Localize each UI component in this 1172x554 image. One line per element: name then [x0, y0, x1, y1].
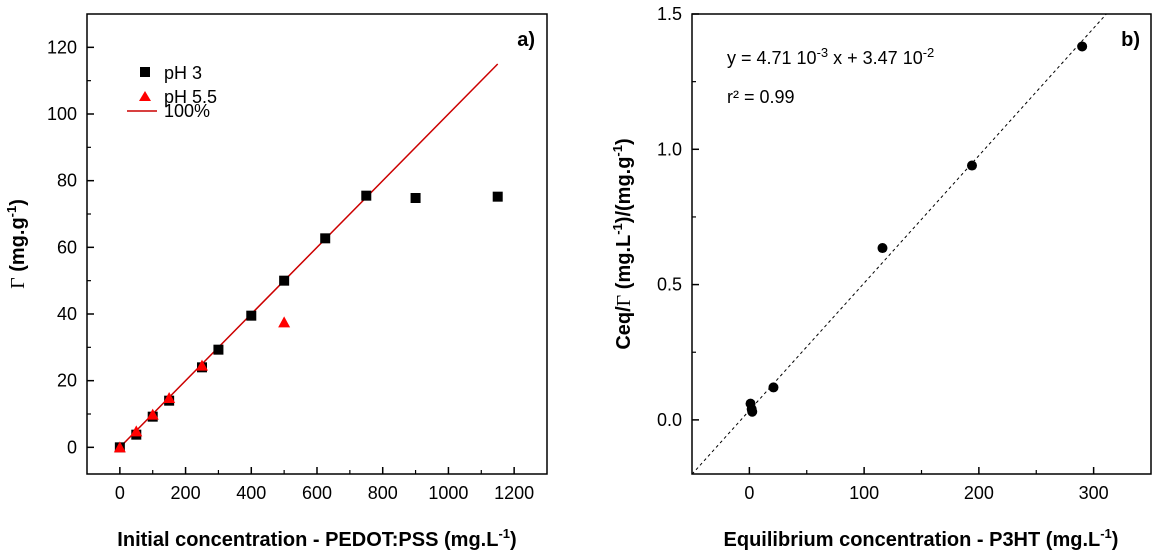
chart-a-point-ph55 [196, 359, 208, 371]
chart-a-point-ph3 [213, 344, 224, 355]
chart-a-point-ph3 [410, 193, 421, 203]
chart-b-x-tick-label: 200 [964, 483, 994, 503]
chart-a-x-axis-title: Initial concentration - PEDOT:PSS (mg.L-… [117, 526, 516, 551]
chart-b-x-tick-label: 100 [849, 483, 879, 503]
chart-a-point-ph55 [130, 425, 143, 437]
chart-b-plot-area [692, 14, 1108, 474]
chart-a-point-ph3 [492, 191, 503, 202]
chart-a-point-ph55 [146, 408, 159, 420]
chart-b-point-data [966, 160, 977, 171]
chart-b-point-data [1077, 41, 1088, 52]
legend-marker-ph3 [140, 67, 150, 77]
chart-a-point-ph55 [278, 316, 291, 328]
chart-b-y-tick-label: 0.5 [657, 275, 682, 295]
legend-label-ph55: pH 5.5 [164, 87, 217, 107]
chart-a-point-ph3 [361, 190, 372, 201]
chart-b-point-data [747, 406, 758, 417]
chart-b-x-tick-label: 0 [744, 483, 754, 503]
chart-a-legend: pH 3 pH 5.5 100% [127, 63, 217, 121]
chart-b-marks [692, 14, 1108, 474]
chart-a-y-tick-label: 80 [57, 171, 77, 191]
legend-marker-ph55 [139, 91, 151, 101]
chart-b-y-tick-label: 1.5 [657, 4, 682, 24]
chart-a-y-tick-label: 0 [67, 437, 77, 457]
chart-b-y-tick-label: 1.0 [657, 139, 682, 159]
chart-a-y-tick-label: 60 [57, 237, 77, 257]
chart-a-x-tick-label: 600 [302, 483, 332, 503]
chart-b: 0 100 200 300 0.0 0.5 1.0 1.5 b) y = 4.71 10-3 … [610, 4, 1152, 551]
chart-b-x-axis-title: Equilibrium concentration - P3HT (mg.L-1… [724, 526, 1119, 551]
chart-a-y-axis-title: Γ (mg.g-1) [4, 199, 29, 289]
chart-a-point-ph55 [163, 392, 176, 403]
chart-a-marks [113, 63, 503, 453]
chart-a-point-ph55 [113, 441, 126, 453]
chart-b-point-data [877, 243, 888, 254]
chart-b-y-tick-label: 0.0 [657, 410, 682, 430]
chart-b-fit-equation: y = 4.71 10-3 x + 3.47 10-2 [727, 45, 934, 68]
chart-a-x-tick-label: 200 [171, 483, 201, 503]
chart-b-y-axis-title: Ceq/Γ (mg.L-1)/(mg.g-1) [610, 138, 635, 349]
chart-a-x-tick-label: 0 [115, 483, 125, 503]
chart-b-r2: r² = 0.99 [727, 87, 795, 107]
chart-a-point-ph3 [320, 233, 331, 244]
chart-a-x-tick-label: 800 [368, 483, 398, 503]
chart-a-y-tick-label: 100 [47, 104, 77, 124]
legend-label-100pct: 100% [164, 101, 210, 121]
chart-a-x-tick-label: 1200 [494, 483, 534, 503]
chart-a-x-tick-label: 1000 [428, 483, 468, 503]
chart-b-panel-label: b) [1121, 29, 1140, 51]
chart-a-ticks: 0 200 400 600 800 1000 1200 0 20 40 60 80 100 120 [47, 37, 534, 503]
chart-b-fit-line [692, 14, 1108, 474]
chart-b-point-data [768, 382, 779, 393]
chart-b-plot-frame [691, 13, 1152, 475]
chart-a-y-tick-label: 20 [57, 371, 77, 391]
legend-label-ph3: pH 3 [164, 63, 202, 83]
chart-a-line-100pct [119, 63, 499, 448]
chart-b-x-tick-label: 300 [1079, 483, 1109, 503]
chart-a-y-tick-label: 120 [47, 37, 77, 57]
chart-a-y-tick-label: 40 [57, 304, 77, 324]
chart-a-plot-area [113, 63, 503, 453]
chart-a-point-ph3 [279, 275, 290, 286]
chart-a-panel-label: a) [517, 29, 535, 51]
chart-a-point-ph3 [246, 310, 257, 321]
chart-a-x-tick-label: 400 [236, 483, 266, 503]
chart-b-ticks: 0 100 200 300 0.0 0.5 1.0 1.5 [657, 4, 1109, 503]
